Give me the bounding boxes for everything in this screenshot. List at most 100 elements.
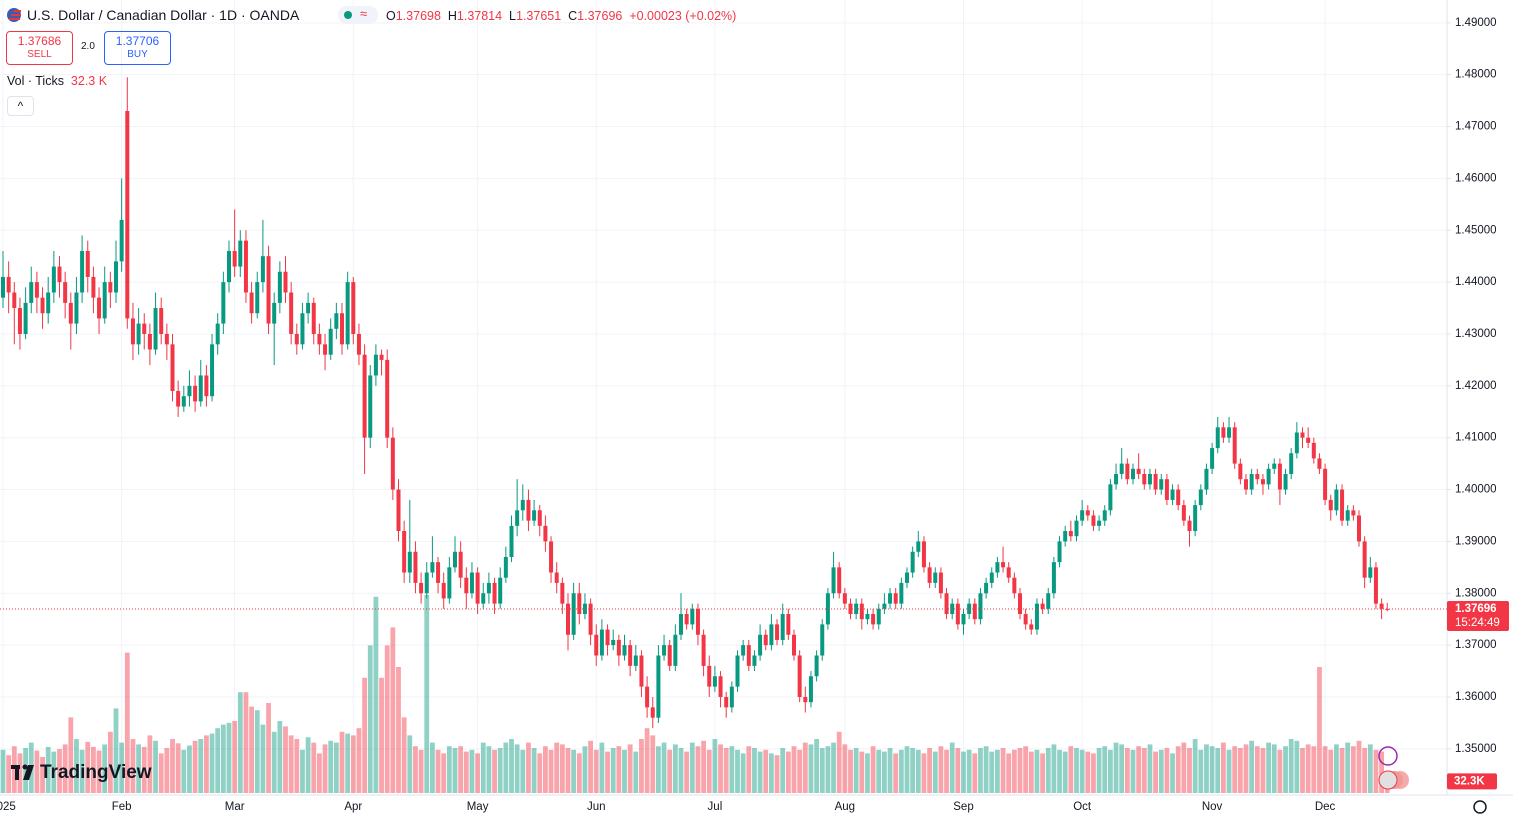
status-pill: ≈ — [338, 6, 378, 24]
candle-body — [515, 510, 520, 526]
candle-body — [1221, 427, 1226, 438]
candle-body — [136, 323, 141, 345]
volume-bar — [955, 748, 961, 793]
candle-body — [311, 302, 316, 334]
volume-bar — [576, 753, 582, 793]
candle-body — [1147, 473, 1152, 485]
candle-body — [933, 572, 938, 583]
candle-body — [690, 608, 695, 625]
buy-label: BUY — [127, 49, 148, 60]
candle-body — [63, 282, 68, 303]
x-tick-label: Dec — [1315, 801, 1336, 813]
alert-icon[interactable] — [1378, 746, 1398, 766]
candle-body — [1328, 499, 1333, 511]
event-icon[interactable] — [1378, 770, 1398, 790]
volume-bar — [554, 742, 560, 793]
volume-bar — [526, 742, 531, 793]
volume-bar — [1130, 749, 1136, 793]
candle-body — [797, 655, 802, 697]
volume-bar — [865, 753, 870, 793]
volume-bar — [333, 742, 339, 793]
volume-bar — [1034, 749, 1040, 793]
volume-bar — [1249, 740, 1255, 793]
candle-body — [633, 655, 638, 666]
axes: 1.35000 1.36000 1.37000 1.38000 1.39000 1.400… — [0, 17, 1509, 813]
status-icon: ≈ — [360, 6, 368, 21]
candle-body — [97, 297, 102, 319]
volume-legend: Vol · Ticks 32.3 K — [7, 74, 107, 88]
logo-text: TradingView — [40, 762, 152, 783]
volume-bar — [1260, 748, 1266, 793]
y-tick-label: 1.37000 — [1455, 639, 1497, 651]
volume-bar — [1045, 748, 1051, 793]
candle-body — [130, 318, 135, 345]
volume-bar — [164, 748, 170, 793]
volume-bar — [944, 749, 949, 793]
volume-bar — [1006, 753, 1012, 793]
candle-body — [1244, 479, 1248, 490]
candle-body — [317, 333, 322, 345]
candle-body — [272, 302, 277, 324]
candle-body — [1373, 567, 1378, 604]
candle-body — [588, 603, 593, 635]
sell-price: 1.37686 — [17, 34, 62, 48]
volume-bar — [740, 753, 746, 793]
volume-bar — [288, 735, 294, 793]
x-tick-label: Nov — [1202, 801, 1223, 813]
volume-bar — [232, 721, 238, 793]
candle-body — [1114, 473, 1119, 485]
candle-body — [1136, 468, 1141, 474]
volume-bar — [1040, 753, 1045, 793]
volume-bar — [373, 596, 379, 793]
volume-bar — [322, 744, 328, 793]
sell-button[interactable]: 1.37686 SELL — [6, 31, 73, 65]
candle-body — [91, 276, 96, 298]
candle-body — [469, 572, 474, 594]
buy-button[interactable]: 1.37706 BUY — [104, 31, 171, 65]
volume-bar — [1136, 746, 1142, 793]
volume-bar — [367, 645, 373, 793]
volume-bar — [904, 746, 910, 793]
candle-body — [1012, 577, 1017, 594]
collapse-button[interactable]: ^ — [7, 96, 34, 116]
volume-bar — [802, 742, 808, 793]
candle-body — [616, 639, 621, 656]
symbol-title[interactable]: U.S. Dollar / Canadian Dollar · 1D · OAN… — [27, 7, 300, 23]
candle-body — [142, 323, 147, 334]
x-tick-label: Mar — [225, 801, 245, 813]
candle-body — [1181, 505, 1186, 521]
last-price-label: 1.37696 — [1455, 603, 1497, 615]
candle-body — [1340, 489, 1345, 521]
candle-body — [724, 696, 729, 708]
volume-bar — [1153, 751, 1158, 793]
volume-bar — [1339, 748, 1345, 793]
candle-body — [1063, 531, 1068, 542]
candle-body — [566, 603, 570, 635]
volume-bar — [678, 748, 684, 793]
volume-bar — [441, 753, 447, 793]
settings-icon[interactable] — [1473, 800, 1487, 814]
candle-body — [1294, 432, 1299, 454]
candle-body — [1283, 473, 1288, 490]
candle-body — [447, 567, 452, 599]
volume-bar — [390, 627, 396, 793]
candle-body — [407, 551, 412, 573]
candle-body — [605, 629, 610, 646]
volume-bar — [1051, 744, 1057, 793]
candle-body — [402, 531, 407, 573]
volume-bar — [718, 744, 723, 793]
volume-tag-label: 32.3K — [1454, 775, 1485, 787]
volume-bar — [1311, 746, 1317, 793]
candle-body — [300, 313, 305, 345]
candle-body — [68, 302, 73, 324]
candle-body — [955, 603, 960, 625]
volume-bar — [413, 746, 418, 793]
volume-bar — [831, 742, 836, 793]
volume-bar — [537, 753, 543, 793]
candle-body — [181, 396, 186, 407]
candle-body — [560, 582, 565, 604]
x-tick-label: May — [467, 801, 489, 813]
volume-bar — [1283, 746, 1288, 793]
logo-mark — [23, 765, 34, 780]
candle-body — [729, 686, 734, 708]
